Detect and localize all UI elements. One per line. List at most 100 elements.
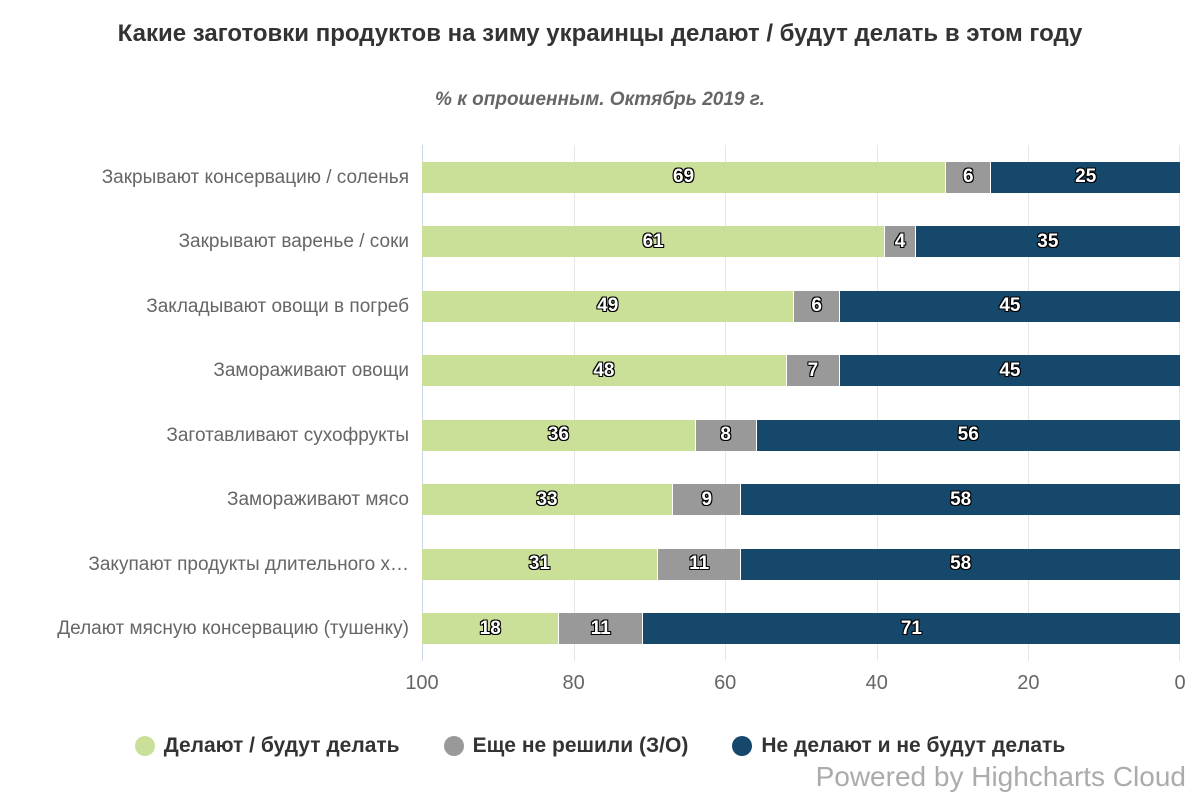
category-label: Замораживают овощи [213,360,409,382]
bar-segment[interactable]: 9 [672,484,741,516]
category-label: Закладывают овощи в погреб [146,295,409,317]
bar-track: 69 6 25 [422,161,1180,193]
plot-area: Закрывают консервацию / соленья 69 6 25 Закр… [0,145,1200,701]
x-axis-tick-label: 60 [714,672,737,694]
legend-item-label: Не делают и не будут делать [761,734,1066,757]
bar-value-label: 58 [950,553,972,575]
bar-row: Закупают продукты длительного х… 31 11 58 [0,532,1200,597]
bar-segment[interactable]: 45 [838,355,1180,387]
bar-row: Заготавливают сухофрукты 36 8 56 [0,403,1200,468]
bar-value-label: 35 [1037,230,1059,252]
legend-item-label: Еще не решили (З/О) [472,734,689,757]
bar-value-label: 4 [894,230,906,252]
bar-track: 61 4 35 [422,226,1180,258]
bar-value-label: 8 [720,424,731,446]
category-label: Замораживают мясо [226,489,409,511]
bar-value-label: 33 [536,488,558,510]
highcharts-credits-link[interactable]: Powered by Highcharts Cloud [815,761,1186,792]
gridline [725,145,727,661]
bar-value-label: 61 [642,230,664,252]
legend-marker-icon [732,736,753,756]
bar-rows: Закрывают консервацию / соленья 69 6 25 Закр… [0,145,1200,661]
gridlines [422,145,1180,661]
legend-item-dont[interactable]: Не делают и не будут делать [732,734,1065,758]
x-axis-tick-label: 20 [1017,672,1040,694]
bar-row: Замораживают овощи 48 7 45 [0,339,1200,404]
bar-value-label: 6 [811,295,822,317]
bar-segment[interactable]: 69 [422,161,946,193]
bar-segment[interactable]: 49 [422,290,794,322]
bar-segment[interactable]: 6 [793,290,839,322]
x-axis-tick-label: 80 [562,672,585,694]
bar-segment[interactable]: 11 [656,548,741,580]
category-label: Закрывают консервацию / соленья [101,166,409,188]
bar-value-label: 49 [597,295,619,317]
bar-track: 33 9 58 [422,484,1180,516]
bar-segment[interactable]: 48 [422,355,786,387]
legend-item-label: Делают / будут делать [163,734,400,757]
gridline [876,145,878,661]
bar-segment[interactable]: 6 [945,161,991,193]
bar-segment[interactable]: 4 [884,226,915,258]
bar-value-label: 25 [1075,166,1097,188]
bar-segment[interactable]: 58 [740,548,1180,580]
category-axis-line [422,145,423,661]
bar-segment[interactable]: 25 [990,161,1180,193]
bar-value-label: 11 [590,617,611,639]
bar-segment[interactable]: 8 [694,419,756,451]
bar-segment[interactable]: 36 [422,419,695,451]
bar-row: Закрывают консервацию / соленья 69 6 25 [0,145,1200,210]
x-axis-tick-label: 100 [405,672,439,694]
chart-title: Какие заготовки продуктов на зиму украин… [117,20,1083,47]
bar-value-label: 45 [999,359,1021,381]
bar-row: Закладывают овощи в погреб 49 6 45 [0,274,1200,339]
bar-row: Замораживают мясо 33 9 58 [0,468,1200,533]
bar-segment[interactable]: 33 [422,484,673,516]
chart-subtitle: % к опрошенным. Октябрь 2019 г. [435,89,765,110]
bar-value-label: 7 [807,359,819,381]
bar-track: 31 11 58 [422,548,1180,580]
bar-segment[interactable]: 31 [422,548,657,580]
bar-segment[interactable]: 45 [838,290,1180,322]
gridline [1028,145,1030,661]
bar-value-label: 36 [547,424,569,446]
x-axis: 100 80 60 40 20 0 [405,661,1185,701]
legend-item-do[interactable]: Делают / будут делать [134,734,400,758]
category-label: Делают мясную консервацию (тушенку) [57,618,409,640]
bar-value-label: 9 [701,488,713,510]
x-axis-tick-label: 40 [865,672,888,694]
bar-value-label: 69 [672,166,695,188]
bar-segment[interactable]: 56 [755,419,1180,451]
bar-value-label: 18 [479,617,501,639]
gridline [573,145,575,661]
bar-row: Делают мясную консервацию (тушенку) 18 11 7… [0,597,1200,662]
legend-item-undecided[interactable]: Еще не решили (З/О) [443,734,689,758]
legend-marker-icon [443,736,464,756]
category-label: Заготавливают сухофрукты [166,424,409,446]
bar-value-label: 6 [962,166,974,188]
category-label: Закрывают варенье / соки [178,231,409,253]
bar-row: Закрывают варенье / соки 61 4 35 [0,210,1200,275]
bar-track: 49 6 45 [422,290,1180,322]
bar-value-label: 45 [999,295,1021,317]
bar-value-label: 31 [528,553,551,575]
bar-segment[interactable]: 7 [785,355,839,387]
category-label: Закупают продукты длительного х… [88,553,409,575]
bar-segment[interactable]: 58 [740,484,1180,516]
legend-marker-icon [134,736,155,756]
bar-value-label: 48 [593,359,615,381]
legend: Делают / будут делать Еще не решили (З/О… [0,734,1200,758]
gridline [1179,145,1180,661]
bar-track: 36 8 56 [422,419,1180,451]
bar-segment[interactable]: 61 [422,226,885,258]
bar-value-label: 11 [689,553,710,575]
bar-segment[interactable]: 71 [641,613,1180,645]
bar-track: 48 7 45 [422,355,1180,387]
bar-track: 18 11 71 [422,613,1180,645]
bar-segment[interactable]: 35 [914,226,1180,258]
bar-segment[interactable]: 11 [558,613,642,645]
bar-segment[interactable]: 18 [422,613,559,645]
bar-value-label: 71 [900,617,922,639]
bar-value-label: 58 [950,488,972,510]
